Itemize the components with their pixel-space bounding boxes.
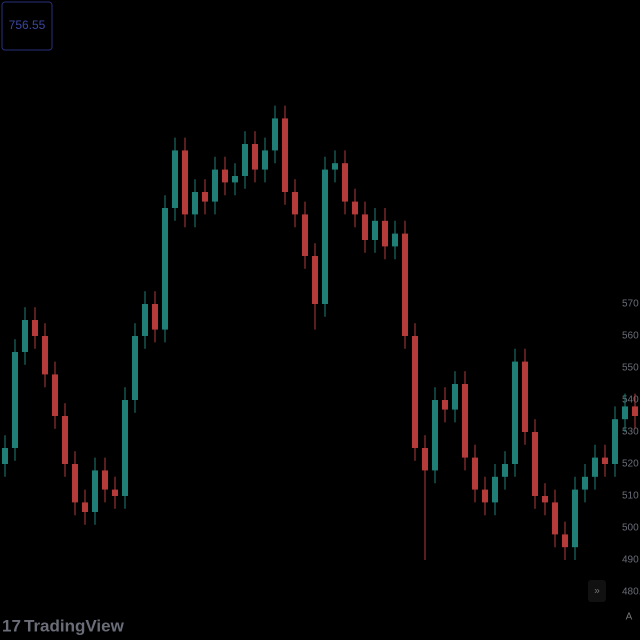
candle-body [622, 406, 628, 420]
candle-body [412, 336, 418, 448]
candle-body [162, 208, 168, 330]
candle-body [482, 489, 488, 503]
candle-body [452, 384, 458, 410]
candle-body [572, 489, 578, 548]
candle-body [352, 201, 358, 215]
candle-body [592, 457, 598, 477]
candle-body [32, 320, 38, 336]
y-tick-label: 560 [622, 331, 639, 342]
candle-body [282, 118, 288, 192]
candle-body [462, 384, 468, 458]
candle-body [212, 169, 218, 202]
y-tick-label: 490 [622, 555, 639, 566]
price-box-text: 756.55 [9, 18, 46, 32]
candle-body [112, 489, 118, 496]
candle-body [442, 400, 448, 410]
y-tick-label: 570 [622, 299, 639, 310]
candle-body [402, 233, 408, 336]
auto-scale-button[interactable]: A [626, 612, 633, 623]
y-tick-label: 520 [622, 459, 639, 470]
price-box [1, 1, 53, 51]
candle-body [2, 448, 8, 464]
candle-body [372, 220, 378, 240]
candle-body [72, 464, 78, 503]
candle-body [12, 352, 18, 448]
candle-body [132, 336, 138, 400]
candle-body [532, 432, 538, 496]
candle-body [62, 416, 68, 464]
candle-body [422, 448, 428, 471]
y-tick-label: 510 [622, 491, 639, 502]
candle-body [602, 457, 608, 464]
candle-body [562, 534, 568, 548]
candle-body [182, 150, 188, 215]
candle-body [232, 176, 238, 183]
candle-body [192, 192, 198, 215]
candle-body [92, 470, 98, 512]
candle-body [502, 464, 508, 477]
candle-body [392, 233, 398, 247]
candle-body [172, 150, 178, 208]
watermark: TradingView [24, 616, 125, 635]
candle-body [342, 163, 348, 202]
candle-body [292, 192, 298, 215]
candle-body [152, 304, 158, 330]
candle-body [582, 476, 588, 490]
candle-body [432, 400, 438, 471]
candle-body [22, 320, 28, 352]
y-tick-label: 530 [622, 427, 639, 438]
candle-body [262, 150, 268, 170]
candle-body [102, 470, 108, 490]
candle-body [302, 214, 308, 256]
y-tick-label: 500 [622, 523, 639, 534]
candle-body [312, 256, 318, 304]
candle-body [472, 457, 478, 490]
candle-body [202, 192, 208, 202]
candle-body [42, 336, 48, 375]
y-tick-label: 540 [622, 395, 639, 406]
candle-body [382, 220, 388, 247]
candle-body [552, 502, 558, 535]
candle-body [492, 476, 498, 503]
y-tick-label: 550 [622, 363, 639, 374]
logo-icon: 17 [2, 616, 21, 635]
candle-body [332, 163, 338, 170]
candle-body [272, 118, 278, 151]
candle-body [362, 214, 368, 240]
candle-body [252, 144, 258, 170]
scroll-icon: » [594, 586, 600, 597]
candle-body [522, 361, 528, 432]
candle-body [122, 400, 128, 496]
candle-body [242, 144, 248, 176]
candle-body [322, 169, 328, 304]
scroll-button[interactable] [588, 580, 606, 602]
candle-body [612, 419, 618, 464]
candle-body [542, 496, 548, 503]
candle-body [632, 406, 638, 416]
candle-body [512, 361, 518, 464]
y-tick-label: 480.0 [622, 587, 640, 598]
candle-body [142, 304, 148, 336]
candle-body [52, 374, 58, 416]
candle-body [222, 169, 228, 183]
candle-body [82, 502, 88, 512]
